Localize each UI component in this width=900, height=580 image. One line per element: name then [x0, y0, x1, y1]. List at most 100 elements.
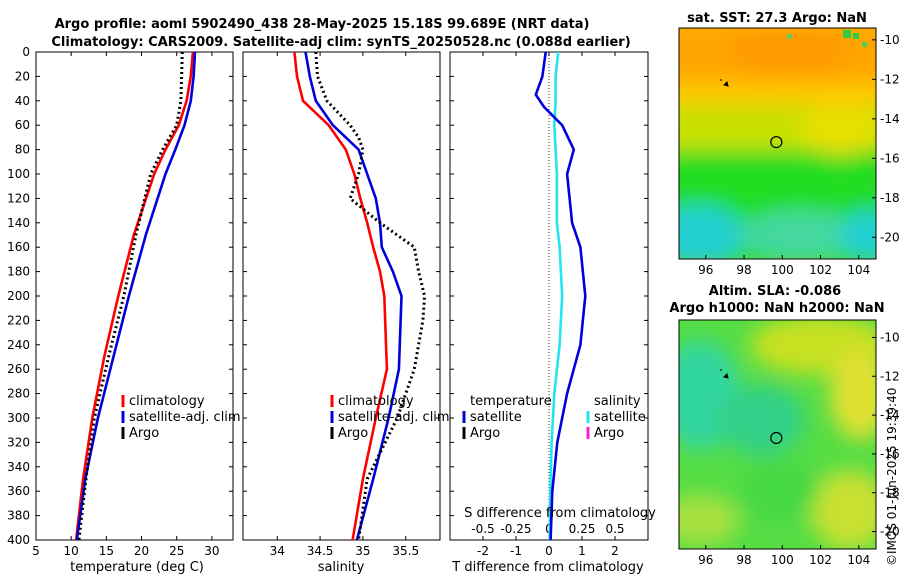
latitude-tick-label: -10 — [880, 330, 900, 344]
temperature-series-2 — [77, 51, 184, 541]
longitude-tick-label: 104 — [847, 263, 870, 277]
depth-tick-label: 160 — [7, 240, 30, 254]
depth-tick-label: 240 — [7, 338, 30, 352]
temperature-difference-line — [534, 51, 587, 541]
latitude-tick-label: -16 — [880, 151, 900, 165]
depth-tick-label: 320 — [7, 435, 30, 449]
salinity-axes-frame — [242, 51, 441, 541]
profile-title: Argo profile: aoml 5902490_438 28-May-20… — [55, 17, 590, 32]
longitude-tick-label: 98 — [736, 553, 751, 567]
sla-map-subtitle: Argo h1000: NaN h2000: NaN — [669, 301, 884, 316]
sla-map-panel: Altim. SLA: -0.086 Argo h1000: NaN h2000… — [669, 284, 899, 567]
argo-location-marker — [770, 136, 783, 149]
sst-map-ticks: 96 98 100 102 104 -10 -12 -14 -16 -18 -20 — [698, 33, 899, 277]
legend-satellite-label: satellite-adj. clim — [129, 410, 241, 425]
temperature-axes-frame — [35, 51, 234, 541]
x-tick-label: 5 — [32, 544, 40, 558]
s-difference-tick-label: -0.25 — [500, 522, 531, 536]
t-difference-tick-labels: -2 -1 0 1 2 — [477, 52, 619, 558]
sla-map-ticks: 96 98 100 102 104 -10 -12 -14 -16 -18 -20 — [698, 330, 899, 567]
climatology-title: Climatology: CARS2009. Satellite-adj cli… — [51, 35, 630, 50]
x-tick-label: -2 — [477, 544, 489, 558]
latitude-tick-label: -12 — [880, 72, 900, 86]
legend-temperature-satellite-label: satellite — [470, 410, 522, 425]
s-difference-tick-label: 0.5 — [605, 522, 624, 536]
salinity-legend: climatology satellite-adj. clim Argo — [330, 394, 450, 441]
longitude-tick-label: 98 — [736, 263, 751, 277]
island-marker — [720, 369, 729, 379]
latitude-tick-label: -18 — [880, 191, 900, 205]
sla-map-frame — [678, 319, 877, 550]
s-difference-tick-labels: -0.5 -0.25 0 0.25 0.5 — [471, 522, 624, 536]
temperature-legend: climatology satellite-adj. clim Argo — [121, 394, 241, 441]
sst-map-frame — [678, 27, 877, 260]
x-tick-label: 35 — [355, 544, 370, 558]
depth-tick-label: 340 — [7, 460, 30, 474]
x-tick-label: 34.5 — [307, 544, 334, 558]
s-difference-xlabel: S difference from climatology — [464, 506, 656, 521]
latitude-tick-label: -18 — [880, 486, 900, 500]
temperature-series-1 — [75, 51, 197, 541]
difference-panel: -2 -1 0 1 2 -0.5 -0.25 0 0.25 0.5 T difference f… — [449, 51, 656, 575]
salinity-difference-line — [548, 51, 564, 541]
depth-tick-label: 300 — [7, 411, 30, 425]
sla-field — [679, 320, 876, 549]
depth-tick-label: 100 — [7, 167, 30, 181]
latitude-tick-label: -20 — [880, 230, 900, 244]
x-tick-label: 25 — [169, 544, 184, 558]
depth-tick-label: 0 — [22, 45, 30, 59]
depth-tick-label: 260 — [7, 362, 30, 376]
salinity-series-2 — [314, 51, 427, 541]
legend-argo-label: Argo — [338, 426, 368, 441]
island-marker — [720, 79, 729, 87]
x-tick-label: 35.5 — [392, 544, 419, 558]
sst-map-panel: sat. SST: 27.3 Argo: NaN 96 98 — [678, 11, 900, 277]
x-tick-label: 20 — [134, 544, 149, 558]
depth-tick-label: 200 — [7, 289, 30, 303]
x-tick-label: 15 — [99, 544, 114, 558]
longitude-tick-label: 100 — [771, 553, 794, 567]
salinity-panel: 34 34.5 35 35.5 salinity climatology satell… — [242, 51, 450, 575]
t-difference-xlabel: T difference from climatology — [451, 560, 644, 575]
temperature-panel: 0204060801001201401601802002202402602803… — [7, 45, 648, 575]
argo-location-marker — [770, 431, 783, 445]
salinity-xlabel: salinity — [318, 560, 365, 575]
sst-field — [679, 28, 876, 259]
depth-tick-label: 360 — [7, 484, 30, 498]
difference-lines — [534, 51, 587, 541]
longitude-tick-label: 96 — [698, 263, 713, 277]
temperature-lines — [74, 51, 197, 541]
longitude-tick-label: 100 — [771, 263, 794, 277]
latitude-tick-label: -10 — [880, 33, 900, 47]
depth-tick-label: 40 — [15, 94, 30, 108]
legend-salinity-satellite-label: satellite — [594, 410, 646, 425]
legend-temperature-argo-label: Argo — [470, 426, 500, 441]
legend-satellite-label: satellite-adj. clim — [338, 410, 450, 425]
depth-tick-label: 380 — [7, 509, 30, 523]
longitude-tick-label: 102 — [809, 263, 832, 277]
sla-map-title: Altim. SLA: -0.086 — [709, 284, 841, 299]
legend-climatology-label: climatology — [338, 394, 414, 409]
salinity-series-0 — [293, 51, 389, 541]
legend-climatology-label: climatology — [129, 394, 205, 409]
depth-tick-label: 220 — [7, 313, 30, 327]
depth-tick-label: 80 — [15, 143, 30, 157]
salinity-series-1 — [304, 51, 403, 541]
latitude-tick-label: -14 — [880, 408, 900, 422]
x-tick-label: 1 — [578, 544, 586, 558]
depth-tick-label: 20 — [15, 69, 30, 83]
longitude-tick-label: 104 — [847, 553, 870, 567]
depth-tick-label: 120 — [7, 191, 30, 205]
temperature-xlabel: temperature (deg C) — [70, 560, 204, 575]
longitude-tick-label: 102 — [809, 553, 832, 567]
x-tick-label: 2 — [611, 544, 619, 558]
temperature-tick-labels: 5 10 15 20 25 30 — [32, 52, 220, 558]
salinity-lines — [293, 51, 427, 541]
legend-salinity-header: salinity — [594, 394, 641, 409]
salinity-tick-labels: 34 34.5 35 35.5 — [270, 52, 419, 558]
legend-argo-label: Argo — [129, 426, 159, 441]
depth-tick-label: 180 — [7, 265, 30, 279]
latitude-tick-label: -16 — [880, 447, 900, 461]
sst-map-title: sat. SST: 27.3 Argo: NaN — [687, 11, 867, 26]
